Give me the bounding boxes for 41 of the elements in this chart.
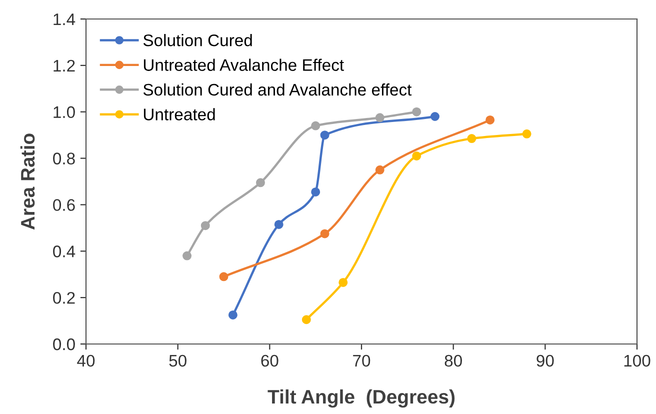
y-axis-title: Area Ratio	[20, 134, 35, 230]
point	[430, 112, 440, 121]
point	[467, 134, 476, 144]
point	[311, 187, 320, 196]
point	[274, 220, 284, 229]
legend-label: Solution Cured	[143, 34, 252, 46]
y-tick-label: 0.8	[53, 152, 75, 164]
y-tick-label: 1.4	[54, 14, 76, 26]
point	[320, 229, 330, 238]
point	[256, 178, 265, 188]
x-axis-title: Tilt Angle (Degrees)	[268, 389, 455, 408]
x-tick-label: 50	[169, 354, 186, 367]
legend-label: Untreated Avalanche Effect	[144, 58, 344, 71]
y-tick-label: 0.6	[53, 199, 75, 211]
point	[228, 310, 238, 320]
point	[311, 121, 320, 130]
point	[412, 107, 422, 116]
y-tick-label: 0.2	[53, 292, 75, 304]
point	[302, 315, 311, 324]
point	[375, 113, 384, 122]
x-tick-label: 80	[444, 354, 462, 367]
point	[182, 251, 192, 260]
x-tick-label: 70	[353, 354, 370, 367]
legend-label: Solution Cured and Avalanche effect	[143, 83, 412, 96]
point	[320, 130, 330, 140]
y-tick-label: 1.2	[54, 60, 75, 72]
x-tick-label: 100	[624, 354, 650, 367]
point	[522, 129, 532, 138]
point	[375, 165, 384, 174]
point	[338, 278, 348, 287]
x-tick-label: 60	[261, 354, 278, 367]
x-tick-label: 40	[77, 354, 95, 367]
y-tick-label: 0.4	[53, 246, 76, 258]
point	[219, 272, 228, 282]
y-tick-label: 1.0	[54, 106, 75, 118]
point	[412, 151, 422, 160]
x-tick-label: 90	[536, 354, 554, 367]
point	[200, 221, 210, 230]
point	[486, 115, 495, 124]
legend-label: Untreated	[144, 108, 215, 120]
y-tick-label: 0.0	[53, 338, 75, 350]
